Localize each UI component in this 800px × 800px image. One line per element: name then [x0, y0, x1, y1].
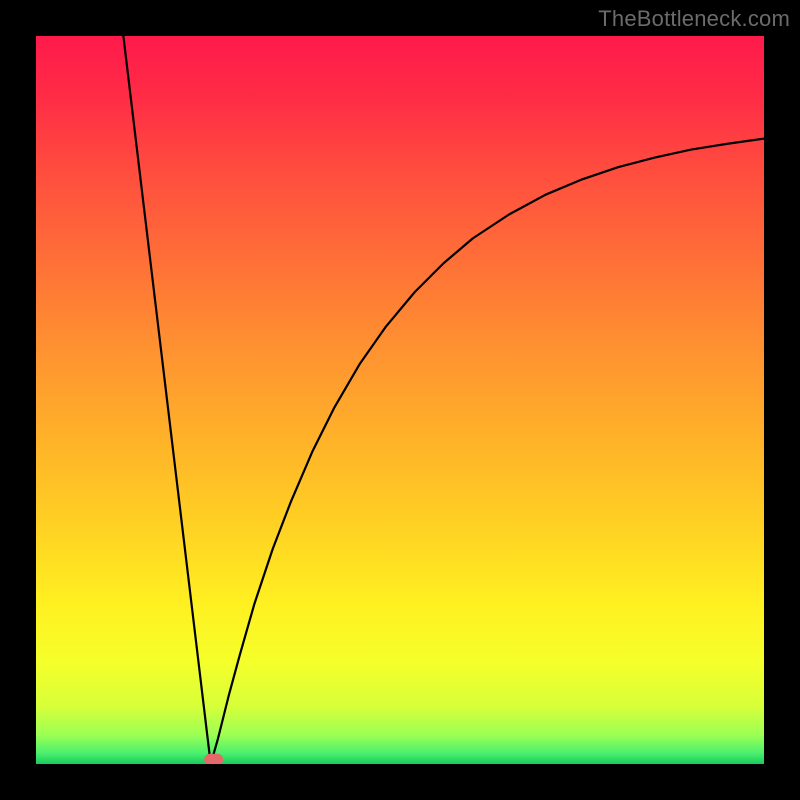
watermark-text: TheBottleneck.com: [598, 6, 790, 32]
plot-area: [36, 36, 764, 764]
gradient-background: [36, 36, 764, 764]
